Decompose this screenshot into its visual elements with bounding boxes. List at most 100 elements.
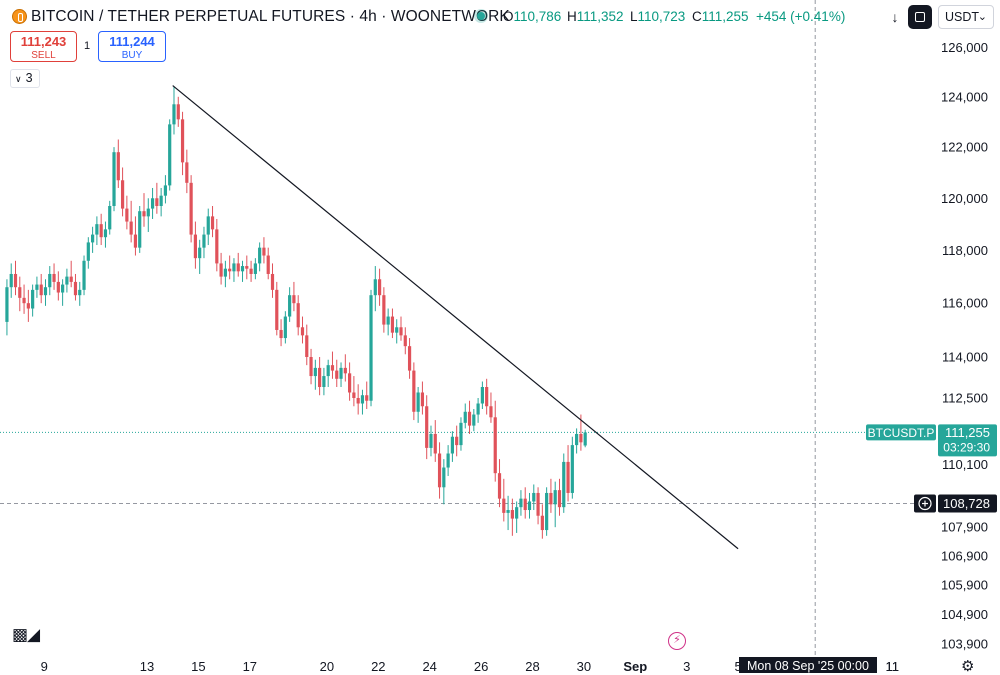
candle-body xyxy=(343,367,347,374)
candle-body xyxy=(553,490,557,505)
candle-body xyxy=(442,467,446,488)
y-tick-label: 120,000 xyxy=(941,191,988,206)
candle-body xyxy=(262,247,266,256)
y-tick-label: 126,000 xyxy=(941,40,988,55)
x-tick-label: 17 xyxy=(243,659,257,673)
candle-body xyxy=(215,229,219,264)
candle-body xyxy=(437,453,442,488)
candle-body xyxy=(249,268,253,274)
gear-icon[interactable]: ⚙ xyxy=(961,658,975,675)
symbol-title[interactable]: BITCOIN / TETHER PERPETUAL FUTURES · 4h … xyxy=(31,8,510,25)
x-tick-label: 26 xyxy=(474,659,488,673)
crosshair-price-bg xyxy=(938,494,997,513)
candle-body xyxy=(266,255,270,274)
y-tick-label: 103,900 xyxy=(941,637,988,652)
x-tick-label: 22 xyxy=(371,659,385,673)
candle-body xyxy=(497,473,502,499)
candle-body xyxy=(412,370,416,412)
candle-body xyxy=(510,510,514,519)
x-tick-label: 11 xyxy=(886,659,900,673)
indicators-toggle[interactable]: ∨ 3 xyxy=(10,69,40,88)
candle-body xyxy=(206,216,210,235)
plus-circle-icon[interactable] xyxy=(914,494,936,513)
candle-body xyxy=(579,433,583,443)
candle-body xyxy=(56,281,60,293)
candle-body xyxy=(540,515,544,531)
symbol-label-bg xyxy=(866,424,936,441)
x-tick-label: 24 xyxy=(422,659,436,673)
ohlc-high: H111,352 xyxy=(567,9,624,24)
candle-body xyxy=(322,376,326,388)
candle-body xyxy=(116,152,120,181)
ohlc-close: C111,255 xyxy=(692,9,749,24)
candle-body xyxy=(506,510,510,513)
candle-body xyxy=(180,119,185,163)
candle-body xyxy=(459,422,463,446)
candle-body xyxy=(189,182,193,235)
candle-body xyxy=(377,279,382,296)
candle-body xyxy=(386,316,390,325)
x-tick-label: 20 xyxy=(320,659,334,673)
x-tick-label: 11 xyxy=(886,659,900,673)
candle-body xyxy=(78,289,82,296)
candle-body xyxy=(91,234,95,243)
y-tick-label: 110,100 xyxy=(942,457,988,472)
candle-body xyxy=(103,229,108,238)
candle-body xyxy=(185,162,189,183)
candle-body xyxy=(163,185,168,196)
candle-body xyxy=(95,224,99,235)
candle-body xyxy=(86,242,90,261)
x-tick-label: 9 xyxy=(41,659,48,673)
candle-body xyxy=(236,263,240,272)
countdown-label: 03:29:30 xyxy=(943,440,990,454)
candle-body xyxy=(82,260,86,290)
currency-select[interactable]: USDT ⌄ xyxy=(938,5,994,29)
candle-body xyxy=(493,417,497,474)
y-tick-label: 112,500 xyxy=(942,390,988,405)
candle-body xyxy=(562,461,566,508)
candle-body xyxy=(168,124,172,186)
candle-body xyxy=(108,206,112,230)
buy-button[interactable]: 111,244 BUY xyxy=(98,31,166,62)
candle-body xyxy=(399,327,403,336)
candle-body xyxy=(232,263,236,272)
candle-body xyxy=(330,365,335,371)
y-tick-label: 118,000 xyxy=(942,243,988,258)
candle-body xyxy=(65,276,69,285)
candle-body xyxy=(155,198,159,207)
price-label-bg xyxy=(938,424,997,457)
candle-body xyxy=(202,234,206,248)
candle-body xyxy=(390,316,395,333)
ohlc-change: +454 (+0.41%) xyxy=(756,9,846,24)
fullscreen-button[interactable] xyxy=(908,5,932,29)
candle-body xyxy=(150,198,155,209)
bitcoin-logo-icon xyxy=(12,9,27,24)
y-tick-label: 104,900 xyxy=(941,607,988,622)
candle-body xyxy=(125,208,129,222)
buy-label: BUY xyxy=(121,50,143,61)
candle-body xyxy=(523,498,527,511)
candle-body xyxy=(318,367,322,388)
x-tick-label: Sep xyxy=(623,659,647,673)
x-tick-label: 15 xyxy=(191,659,205,673)
candle-body xyxy=(583,432,587,446)
candle-body xyxy=(570,445,574,493)
candle-body xyxy=(61,284,65,293)
candle-body xyxy=(446,453,450,468)
candle-body xyxy=(138,211,142,248)
lightning-icon[interactable]: ⚡ xyxy=(668,632,686,650)
candle-body xyxy=(120,180,125,209)
candle-body xyxy=(369,295,373,401)
candle-body xyxy=(356,397,360,404)
candle-body xyxy=(403,335,407,347)
tradingview-logo-icon[interactable]: ▩◢ xyxy=(12,625,40,644)
candle-body xyxy=(472,414,476,426)
download-button[interactable]: ↓ xyxy=(884,6,906,28)
candle-body xyxy=(283,316,287,339)
crosshair-date-bg xyxy=(739,657,877,673)
x-tick-label: 30 xyxy=(577,659,591,673)
y-tick-label: 122,000 xyxy=(941,140,988,155)
candle-body xyxy=(245,266,249,269)
sell-button[interactable]: 111,243 SELL xyxy=(10,31,77,62)
